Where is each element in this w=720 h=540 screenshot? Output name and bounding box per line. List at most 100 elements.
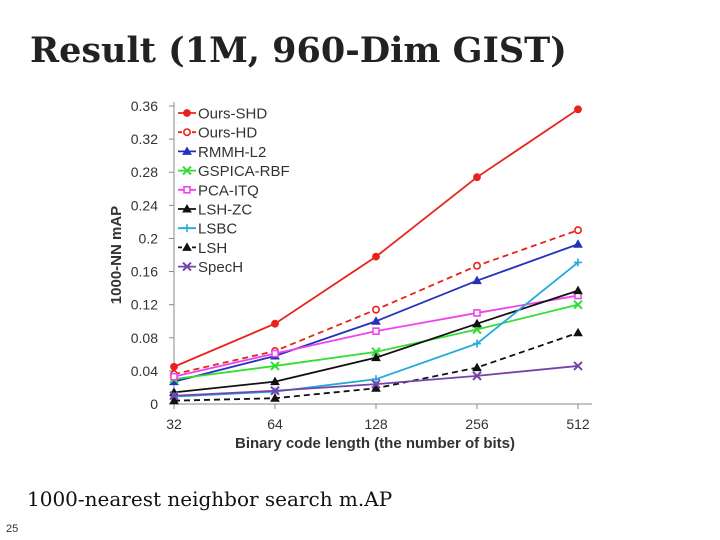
data-point	[573, 285, 583, 295]
data-point	[270, 386, 280, 396]
data-point	[573, 239, 583, 248]
data-point-stroke	[182, 165, 192, 176]
legend-label: GSPICA-RBF	[198, 163, 290, 180]
x-tick-label: 512	[566, 416, 590, 432]
data-point	[371, 383, 381, 392]
legend-label: RMMH-L2	[198, 144, 266, 161]
data-point	[372, 375, 380, 384]
page-number: 25	[6, 523, 19, 535]
data-point-stroke	[472, 371, 482, 381]
data-point	[372, 252, 380, 261]
data-point	[573, 361, 583, 371]
data-point	[574, 105, 582, 114]
legend-label: Ours-HD	[198, 125, 257, 142]
data-point	[270, 376, 280, 386]
legend-label: SpecH	[198, 259, 243, 276]
series-spech	[169, 361, 583, 401]
data-point	[271, 349, 279, 358]
y-tick-label: 0.2	[139, 230, 159, 246]
legend-label: Ours-SHD	[198, 106, 267, 123]
data-point	[472, 275, 482, 285]
y-tick-label: 0.32	[131, 131, 158, 147]
legend-label: LSH	[198, 240, 227, 257]
data-point	[473, 173, 481, 182]
data-point	[371, 305, 380, 314]
data-point-stroke	[182, 261, 192, 272]
data-point-stroke	[169, 391, 179, 401]
x-tick-label: 128	[364, 416, 388, 432]
x-tick-label: 64	[267, 416, 283, 432]
legend-label: PCA-ITQ	[198, 182, 259, 199]
y-tick-label: 0.28	[131, 164, 158, 180]
data-point	[170, 362, 178, 371]
data-point	[371, 347, 381, 357]
data-point	[473, 339, 481, 348]
legend-item: RMMH-L2	[178, 144, 266, 161]
series-lsh	[169, 327, 583, 405]
data-point	[372, 327, 380, 335]
chart-legend: Ours-SHD Ours-HD RMMH-L2 GSPICA-RBF PCA-ITQ L…	[178, 106, 290, 276]
data-point	[170, 372, 178, 381]
data-point	[371, 316, 381, 325]
data-point-stroke	[371, 379, 381, 389]
y-tick-label: 0.08	[131, 330, 158, 346]
x-tick-label: 256	[465, 416, 489, 432]
y-tick-label: 0	[150, 396, 158, 412]
y-tick-label: 0.36	[131, 98, 158, 114]
legend-item: LSH	[178, 240, 227, 257]
x-tick-label: 32	[166, 416, 182, 432]
data-point	[573, 299, 583, 310]
data-point-stroke	[573, 361, 583, 371]
data-point	[182, 146, 192, 155]
data-point	[472, 318, 482, 328]
data-point	[573, 226, 582, 235]
y-tick-label: 0.16	[131, 264, 158, 280]
series-line	[173, 303, 579, 381]
data-point	[183, 128, 192, 137]
legend-item: GSPICA-RBF	[178, 163, 290, 180]
data-point	[473, 309, 481, 317]
data-point	[182, 203, 192, 213]
data-point	[182, 165, 192, 176]
y-tick-label: 0.12	[131, 297, 158, 313]
data-point	[574, 258, 582, 267]
data-point	[472, 362, 482, 372]
slide-caption: 1000-nearest neighbor search m.AP	[27, 487, 393, 511]
data-point	[183, 186, 191, 194]
legend-item: LSH-ZC	[178, 202, 252, 219]
data-point	[270, 393, 280, 402]
legend-item: PCA-ITQ	[178, 182, 259, 199]
data-point-stroke	[371, 347, 381, 357]
chart-series	[169, 105, 583, 405]
legend-label: LSH-ZC	[198, 202, 252, 219]
data-point	[371, 352, 381, 362]
series-pca-itq	[170, 291, 582, 381]
y-tick-label: 0.24	[131, 197, 158, 213]
data-point	[270, 361, 280, 371]
legend-item: LSBC	[178, 221, 237, 238]
x-axis-label: Binary code length (the number of bits)	[235, 435, 515, 452]
legend-item: Ours-SHD	[178, 106, 267, 123]
data-point	[183, 109, 191, 117]
data-point	[472, 261, 481, 270]
data-point	[182, 242, 192, 251]
data-point	[371, 379, 381, 389]
legend-item: Ours-HD	[178, 125, 257, 142]
data-point-stroke	[270, 386, 280, 396]
data-point	[573, 327, 583, 337]
data-point	[472, 371, 482, 381]
legend-item: SpecH	[178, 259, 243, 276]
data-point	[169, 391, 179, 401]
y-axis-label: 1000-NN mAP	[108, 206, 125, 304]
data-point	[183, 224, 191, 233]
series-ours-shd	[170, 105, 582, 371]
data-point-stroke	[270, 361, 280, 371]
slide-title: Result (1M, 960-Dim GIST)	[30, 30, 567, 71]
data-point-stroke	[573, 299, 583, 310]
chart-axes: 0 0.04 0.08 0.12 0.16 0.2 0.24 0.28 0.32 0.36 32 64…	[131, 98, 592, 432]
data-point	[271, 319, 279, 328]
data-point	[182, 261, 192, 272]
legend-label: LSBC	[198, 221, 237, 238]
y-tick-label: 0.04	[131, 363, 158, 379]
